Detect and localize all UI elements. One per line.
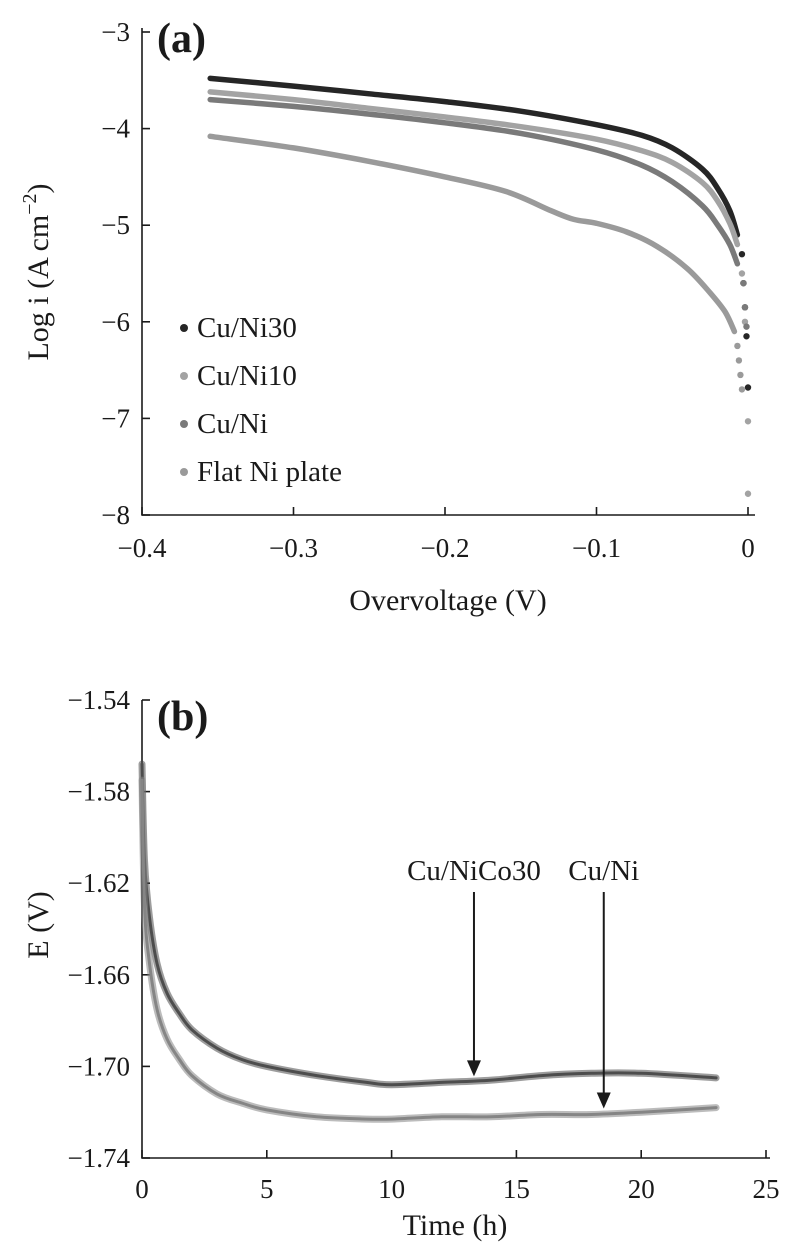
panel-b-x-tick-label: 0 bbox=[135, 1174, 149, 1204]
panel-b-annotation-label: Cu/NiCo30 bbox=[407, 855, 541, 887]
panel-b-x-tick-label: 25 bbox=[753, 1174, 780, 1204]
panel-a-data-point bbox=[734, 342, 741, 350]
panel-a-legend-label: Cu/Ni10 bbox=[197, 360, 297, 392]
panel-b-x-ticks: 0 5 10 15 20 25 bbox=[135, 1150, 780, 1204]
panel-b-label: (b) bbox=[157, 694, 208, 740]
panel-a-data-point bbox=[735, 357, 743, 364]
panel-b-y-axis-label: E (V) bbox=[22, 891, 55, 958]
panel-a-y-label-main: Log i (A cm bbox=[22, 215, 55, 361]
panel-b-series-line bbox=[140, 762, 718, 1087]
panel-b-x-tick-label: 20 bbox=[628, 1174, 655, 1204]
panel-a-y-tick-label: −3 bbox=[101, 17, 130, 47]
panel-a-legend-marker bbox=[180, 372, 188, 380]
panel-a-y-label-sup: −2 bbox=[19, 193, 41, 214]
panel-a-legend-marker bbox=[180, 420, 188, 428]
panel-a-data-point bbox=[743, 333, 750, 340]
panel-a-x-tick-label: −0.4 bbox=[118, 533, 167, 563]
panel-a-legend-marker bbox=[180, 468, 188, 476]
panel-a-y-axis-label: Log i (A cm−2) bbox=[19, 183, 55, 360]
panel-a-legend-label: Flat Ni plate bbox=[197, 456, 342, 488]
panel-b-axes bbox=[141, 700, 770, 1159]
panel-a-x-tick-label: −0.2 bbox=[421, 533, 470, 563]
panel-a-data-point bbox=[740, 279, 747, 287]
panel-b-series-band bbox=[138, 776, 720, 1123]
panel-a-data-point bbox=[741, 304, 749, 311]
panel-b-x-tick-label: 5 bbox=[260, 1174, 274, 1204]
panel-b-y-tick-label: −1.62 bbox=[68, 868, 130, 898]
panel-a-series-line bbox=[207, 133, 738, 335]
panel-b-x-tick-label: 15 bbox=[503, 1174, 530, 1204]
panel-a-data-point bbox=[744, 490, 752, 497]
panel-b-y-tick-label: −1.54 bbox=[68, 685, 131, 715]
panel-a-data-point bbox=[738, 270, 746, 277]
panel-a-data-point bbox=[741, 318, 749, 325]
panel-a-y-tick-label: −4 bbox=[101, 114, 130, 144]
panel-a-legend-label: Cu/Ni bbox=[197, 408, 268, 440]
panel-a-series-line bbox=[207, 96, 741, 267]
panel-a-y-tick-label: −5 bbox=[101, 210, 130, 240]
panel-a-x-ticks: −0.4 −0.3 −0.2 −0.1 0 bbox=[118, 507, 755, 563]
panel-a-y-label-close: ) bbox=[22, 183, 55, 193]
panel-a-x-tick-label: −0.3 bbox=[269, 533, 318, 563]
panel-a-legend-marker bbox=[180, 324, 188, 332]
panel-a-data-point bbox=[744, 418, 752, 425]
panel-a-series bbox=[207, 75, 752, 497]
panel-a-series-line bbox=[207, 89, 741, 248]
panel-a-legend: Cu/Ni30 Cu/Ni10 Cu/Ni Flat Ni plate bbox=[180, 312, 342, 488]
panel-a-log-current-plot: (a) −0.4 −0.3 −0.2 −0.1 0 −3 −4 −5 −6 −7 −8 Overv… bbox=[19, 16, 755, 617]
panel-b-series-line bbox=[140, 778, 718, 1121]
panel-a-data-point bbox=[744, 384, 752, 391]
panel-b-y-tick-label: −1.66 bbox=[68, 960, 130, 990]
panel-a-x-axis-label: Overvoltage (V) bbox=[349, 584, 546, 617]
panel-a-label: (a) bbox=[157, 16, 206, 62]
panel-b-series bbox=[138, 760, 720, 1123]
panel-b-y-tick-label: −1.70 bbox=[68, 1051, 130, 1081]
panel-b-x-axis-label: Time (h) bbox=[403, 1209, 508, 1242]
panel-b-y-ticks: −1.54 −1.58 −1.62 −1.66 −1.70 −1.74 bbox=[68, 685, 150, 1173]
panel-a-x-tick-label: −0.1 bbox=[572, 533, 621, 563]
panel-a-series-line bbox=[207, 75, 741, 238]
panel-b-annotation-label: Cu/Ni bbox=[568, 855, 639, 887]
panel-b-y-tick-label: −1.58 bbox=[68, 777, 130, 807]
panel-b-x-tick-label: 10 bbox=[378, 1174, 405, 1204]
panel-a-y-tick-label: −6 bbox=[101, 307, 130, 337]
panel-b-potential-vs-time-plot: (b) 0 5 10 15 20 25 −1.54 −1.58 −1.62 −1.66 −1.70… bbox=[22, 685, 780, 1242]
panel-a-data-point bbox=[737, 371, 744, 379]
panel-a-x-tick-label: 0 bbox=[741, 533, 755, 563]
panel-a-y-tick-label: −7 bbox=[101, 403, 130, 433]
panel-b-y-tick-label: −1.74 bbox=[68, 1143, 131, 1173]
panel-a-y-ticks: −3 −4 −5 −6 −7 −8 bbox=[101, 17, 150, 530]
panel-b-series-band bbox=[138, 760, 720, 1089]
panel-b-annotation-arrow-head bbox=[596, 1092, 611, 1109]
panel-a-y-tick-label: −8 bbox=[101, 500, 130, 530]
panel-a-data-point bbox=[738, 386, 746, 393]
panel-a-data-point bbox=[743, 323, 750, 330]
panel-a-legend-label: Cu/Ni30 bbox=[197, 312, 297, 344]
panel-a-data-point bbox=[738, 250, 746, 258]
panel-b-annotations: Cu/NiCo30 Cu/Ni bbox=[407, 855, 639, 1109]
panel-b-annotation-arrow-head bbox=[466, 1060, 481, 1077]
